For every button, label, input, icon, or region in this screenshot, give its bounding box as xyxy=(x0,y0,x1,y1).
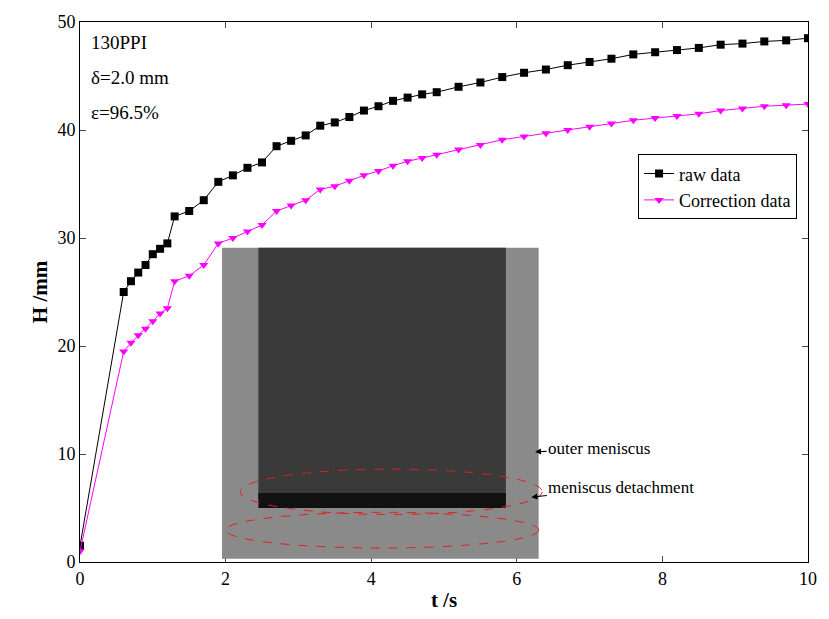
svg-text:20: 20 xyxy=(57,336,75,356)
svg-text:δ=2.0 mm: δ=2.0 mm xyxy=(91,67,169,88)
svg-text:10: 10 xyxy=(57,444,75,464)
svg-text:4: 4 xyxy=(367,569,376,589)
svg-text:Correction data: Correction data xyxy=(679,191,790,211)
svg-text:raw data: raw data xyxy=(679,165,740,185)
svg-text:50: 50 xyxy=(57,12,75,32)
svg-text:30: 30 xyxy=(57,228,75,248)
svg-text:6: 6 xyxy=(512,569,521,589)
svg-text:40: 40 xyxy=(57,120,75,140)
svg-text:2: 2 xyxy=(221,569,230,589)
svg-text:0: 0 xyxy=(76,569,85,589)
svg-text:10: 10 xyxy=(799,569,817,589)
svg-text:130PPI: 130PPI xyxy=(91,32,147,53)
svg-text:0: 0 xyxy=(66,552,75,572)
svg-text:H /mm: H /mm xyxy=(28,260,52,323)
svg-text:8: 8 xyxy=(658,569,667,589)
svg-text:t /s: t /s xyxy=(431,588,457,612)
svg-text:ε=96.5%: ε=96.5% xyxy=(91,102,159,123)
svg-text:meniscus detachment: meniscus detachment xyxy=(548,478,694,497)
svg-text:outer meniscus: outer meniscus xyxy=(548,439,650,458)
